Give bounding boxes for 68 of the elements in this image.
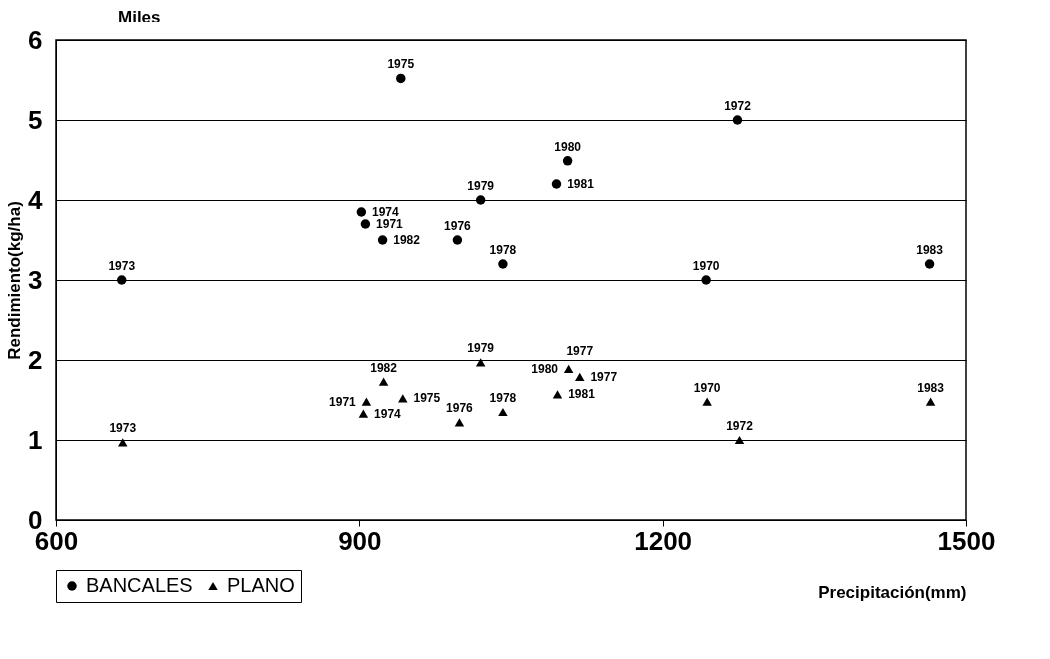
point xyxy=(702,397,712,406)
annotation: 1979 xyxy=(467,341,495,356)
annotation: 1970 xyxy=(693,380,721,395)
point xyxy=(398,394,408,403)
annotation: 1981 xyxy=(567,177,595,191)
annotation: 1970 xyxy=(692,259,720,273)
point xyxy=(734,435,745,445)
annotation: 1972 xyxy=(726,419,754,433)
point xyxy=(924,259,935,269)
point xyxy=(361,397,372,406)
annotation: 1971 xyxy=(376,217,404,231)
point xyxy=(552,390,563,399)
x-tick-label: 1200 xyxy=(634,525,693,556)
point xyxy=(396,73,406,84)
annotation: 1974 xyxy=(374,406,402,421)
annotation: 1980 xyxy=(554,139,582,154)
point xyxy=(377,235,388,245)
annotation: 1980 xyxy=(531,361,559,376)
annotation: 1977 xyxy=(590,369,618,384)
point xyxy=(356,207,367,217)
y-tick-label: 1 xyxy=(28,424,43,455)
annotation: 1979 xyxy=(467,179,495,193)
annotation: 1977 xyxy=(566,343,594,358)
y-tick-label: 4 xyxy=(28,184,44,215)
annotation: 1975 xyxy=(413,391,441,406)
annotation: 1978 xyxy=(489,391,517,405)
annotation: 1983 xyxy=(917,380,945,395)
y-tick-label: 3 xyxy=(28,264,43,295)
point xyxy=(475,358,486,367)
point xyxy=(358,409,369,418)
y-tick-label: 2 xyxy=(28,344,43,375)
point xyxy=(498,407,508,417)
annotation: 1983 xyxy=(916,243,944,257)
annotation: 1981 xyxy=(568,387,596,402)
point xyxy=(732,115,743,125)
annotation: 1982 xyxy=(393,233,421,247)
x-tick-label: 900 xyxy=(338,525,382,556)
point xyxy=(452,235,463,245)
point xyxy=(116,275,127,285)
y-tick-label: 6 xyxy=(28,24,43,55)
annotation: 1974 xyxy=(372,205,400,219)
annotation: 1973 xyxy=(108,259,136,273)
legend-label: BANCALES xyxy=(86,574,193,596)
point xyxy=(378,377,389,386)
point xyxy=(454,418,465,427)
point xyxy=(562,156,573,166)
point xyxy=(475,195,486,205)
annotation: 1978 xyxy=(489,243,517,257)
annotation: 1976 xyxy=(446,401,474,416)
y-axis-title: Rendimiento(kg/ha) xyxy=(5,201,25,360)
legend-label: PLANO xyxy=(227,574,295,596)
annotation: 1982 xyxy=(370,360,398,375)
x-tick-label: 1500 xyxy=(937,525,996,556)
point xyxy=(701,275,711,285)
x-axis-title: Precipitación(mm) xyxy=(818,582,967,602)
point xyxy=(575,372,585,381)
annotation: 1972 xyxy=(724,99,752,113)
point xyxy=(563,364,574,373)
y-tick-label: 5 xyxy=(28,104,43,135)
point xyxy=(925,397,936,406)
annotation: 1976 xyxy=(444,219,472,233)
annotation: 1971 xyxy=(329,394,357,409)
point xyxy=(360,219,371,229)
annotation: 1973 xyxy=(109,421,137,436)
annotation: 1975 xyxy=(387,57,415,72)
point xyxy=(117,438,128,447)
point xyxy=(498,259,508,269)
point xyxy=(551,179,562,189)
